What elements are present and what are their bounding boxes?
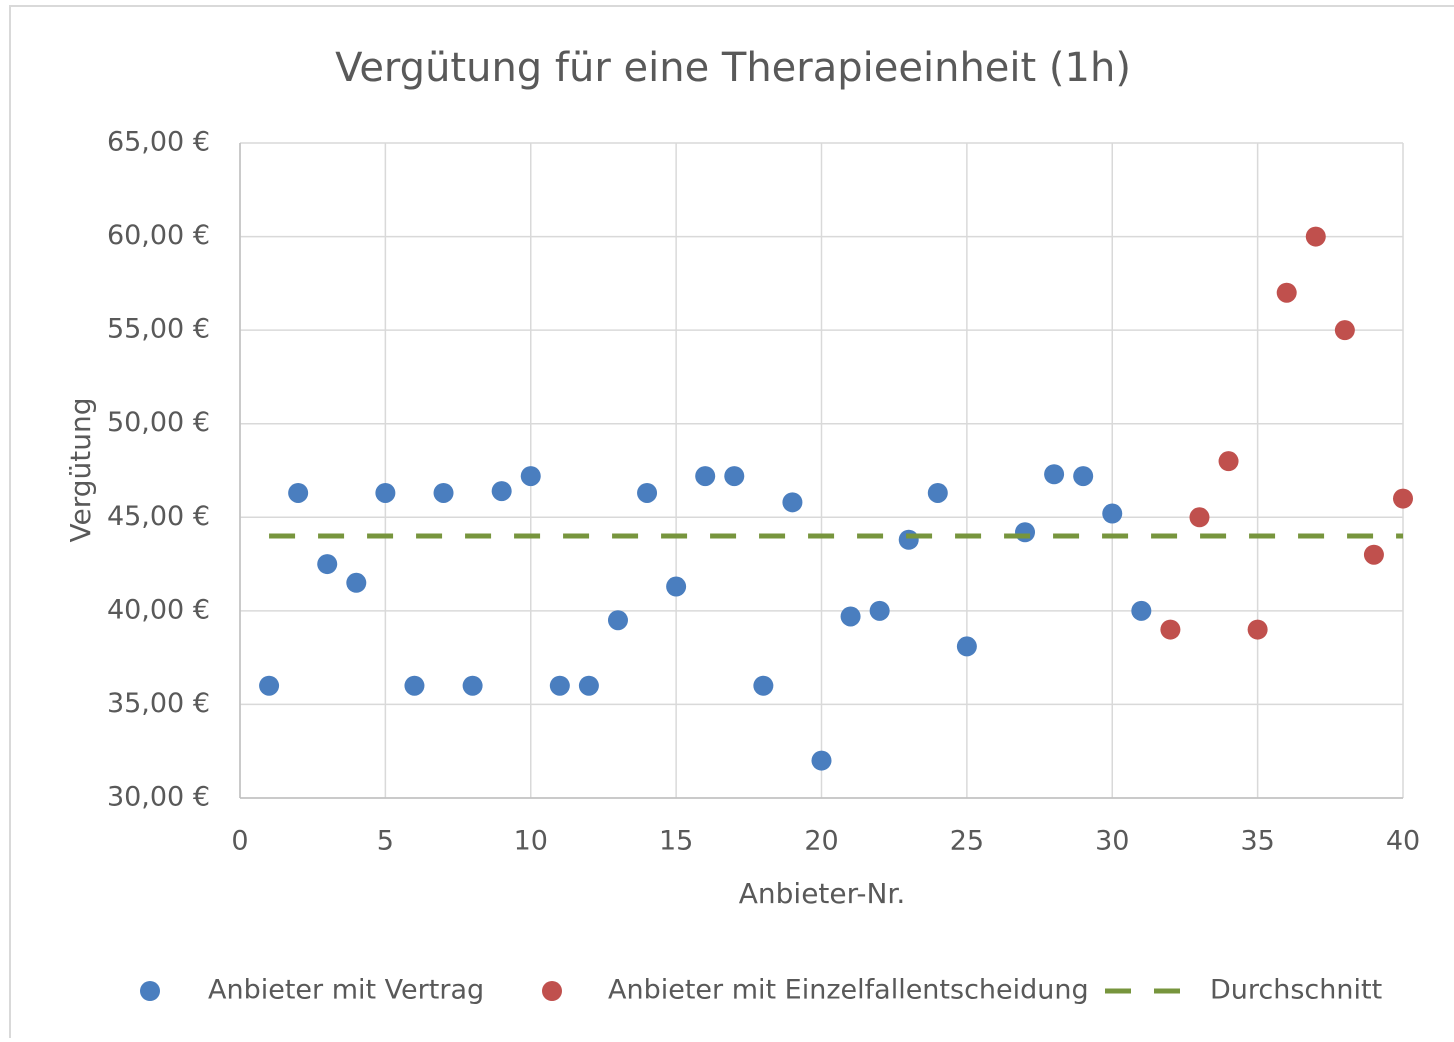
chart-frame: [9, 5, 1454, 1042]
x-tick-label: 40: [1386, 826, 1420, 857]
point: [869, 600, 890, 621]
point: [637, 482, 658, 503]
point: [1218, 451, 1239, 472]
x-tick-label: 30: [1095, 826, 1129, 857]
point: [578, 675, 599, 696]
point: [549, 675, 570, 696]
point: [1131, 600, 1152, 621]
point: [375, 482, 396, 503]
x-axis-label: Anbieter-Nr.: [739, 877, 906, 910]
point: [811, 750, 832, 771]
point: [317, 554, 338, 575]
point: [840, 606, 861, 627]
point: [1276, 282, 1297, 303]
point: [520, 466, 541, 487]
point: [753, 675, 774, 696]
y-tick-label: 40,00 €: [107, 594, 210, 625]
y-tick-label: 35,00 €: [107, 688, 210, 719]
x-tick-label: 35: [1240, 826, 1274, 857]
point: [695, 466, 716, 487]
point: [1393, 488, 1413, 509]
point: [433, 482, 454, 503]
point: [607, 610, 628, 631]
x-tick-label: 0: [231, 826, 248, 857]
point: [1102, 503, 1123, 524]
point: [491, 481, 512, 502]
y-tick-label: 55,00 €: [107, 314, 210, 345]
point: [927, 482, 948, 503]
x-tick-label: 10: [514, 826, 548, 857]
point: [346, 572, 367, 593]
legend-label: Anbieter mit Einzelfallentscheidung: [608, 975, 1089, 1006]
y-tick-label: 30,00 €: [107, 782, 210, 813]
point: [1044, 464, 1065, 485]
point: [288, 482, 309, 503]
point: [666, 576, 687, 597]
y-tick-label: 45,00 €: [107, 501, 210, 532]
legend-label: Anbieter mit Vertrag: [208, 975, 484, 1006]
point: [1334, 320, 1355, 341]
point: [898, 529, 919, 550]
point: [404, 675, 425, 696]
x-tick-label: 25: [950, 826, 984, 857]
x-tick-label: 15: [659, 826, 693, 857]
legend-swatch: [542, 981, 562, 1001]
y-tick-label: 65,00 €: [107, 127, 210, 158]
point: [1189, 507, 1210, 528]
y-tick-label: 60,00 €: [107, 220, 210, 251]
chart-title: Vergütung für eine Therapieeinheit (1h): [335, 45, 1131, 91]
point: [1015, 522, 1036, 543]
legend-label: Durchschnitt: [1210, 975, 1382, 1006]
y-axis-label: Vergütung: [64, 398, 97, 543]
point: [956, 636, 977, 657]
x-tick-label: 20: [804, 826, 838, 857]
point: [259, 675, 280, 696]
legend-swatch: [140, 981, 160, 1001]
point: [1073, 466, 1094, 487]
point: [724, 466, 745, 487]
x-tick-label: 5: [377, 826, 394, 857]
point: [1247, 619, 1268, 640]
point: [1363, 544, 1384, 565]
point: [782, 492, 803, 513]
point: [1160, 619, 1181, 640]
point: [462, 675, 483, 696]
y-tick-label: 50,00 €: [107, 407, 210, 438]
point: [1305, 226, 1326, 247]
